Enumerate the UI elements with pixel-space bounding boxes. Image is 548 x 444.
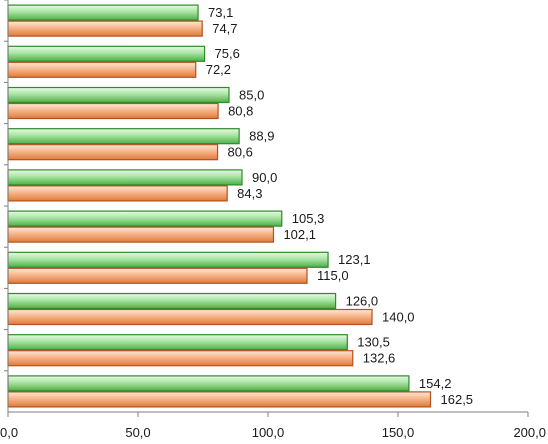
x-tick-label: 200,0 (513, 425, 546, 440)
bar-series-2-row-2 (7, 61, 197, 78)
bar-series-2-row-6 (7, 226, 275, 243)
bar-series-2-row-8 (7, 308, 373, 326)
value-label-series-1-row-5: 90,0 (252, 170, 277, 185)
value-label-series-2-row-3: 80,8 (228, 103, 253, 118)
bar-series-2-row-7 (7, 267, 308, 284)
bar-series-2-row-5 (7, 185, 228, 202)
bar-series-2-row-1 (7, 20, 203, 37)
x-tick-label: 0,0 (0, 425, 18, 440)
bar-series-1-row-10 (7, 375, 410, 392)
bar-series-1-row-8 (7, 292, 337, 310)
value-label-series-1-row-3: 85,0 (239, 87, 264, 102)
bar-series-2-row-4 (7, 144, 219, 161)
x-tick-label: 150,0 (382, 425, 415, 440)
value-label-series-2-row-6: 102,1 (283, 227, 316, 242)
bars-group (4, 0, 432, 408)
value-label-series-2-row-4: 80,6 (228, 145, 253, 160)
value-labels-group: 73,174,7 75,672,2 85,080,8 88,980,6 90,084,3… (206, 5, 473, 407)
value-label-series-2-row-10: 162,5 (441, 392, 474, 407)
bar-series-1-row-6 (7, 210, 283, 227)
bar-series-1-row-3 (7, 86, 230, 104)
value-label-series-2-row-9: 132,6 (363, 351, 396, 366)
value-label-series-1-row-2: 75,6 (215, 46, 240, 61)
value-label-series-2-row-7: 115,0 (317, 268, 349, 283)
value-label-series-1-row-1: 73,1 (208, 5, 233, 20)
value-label-series-1-row-6: 105,3 (292, 211, 325, 226)
x-tick-labels-group: 0,0 50,0 100,0 150,0 200,0 (0, 412, 546, 440)
bar-series-2-row-3 (7, 102, 219, 120)
bar-series-1-row-1 (7, 4, 199, 21)
x-tick-label: 50,0 (125, 425, 150, 440)
value-label-series-1-row-9: 130,5 (357, 335, 390, 350)
bar-series-2-row-9 (7, 350, 354, 367)
value-label-series-2-row-1: 74,7 (212, 21, 237, 36)
bar-series-1-row-4 (7, 128, 240, 145)
value-label-series-1-row-7: 123,1 (338, 252, 371, 267)
value-label-series-2-row-2: 72,2 (206, 62, 231, 77)
value-label-series-2-row-5: 84,3 (237, 186, 262, 201)
bar-series-1-row-2 (7, 45, 206, 62)
bar-series-1-row-9 (7, 334, 348, 351)
x-tick-label: 100,0 (252, 425, 285, 440)
bar-series-1-row-5 (7, 169, 243, 186)
bar-series-1-row-7 (7, 251, 329, 268)
value-label-series-2-row-8: 140,0 (382, 309, 415, 324)
bar-series-2-row-10 (7, 391, 432, 408)
value-label-series-1-row-10: 154,2 (419, 376, 452, 391)
value-label-series-1-row-4: 88,9 (249, 129, 274, 144)
value-label-series-1-row-8: 126,0 (346, 293, 379, 308)
